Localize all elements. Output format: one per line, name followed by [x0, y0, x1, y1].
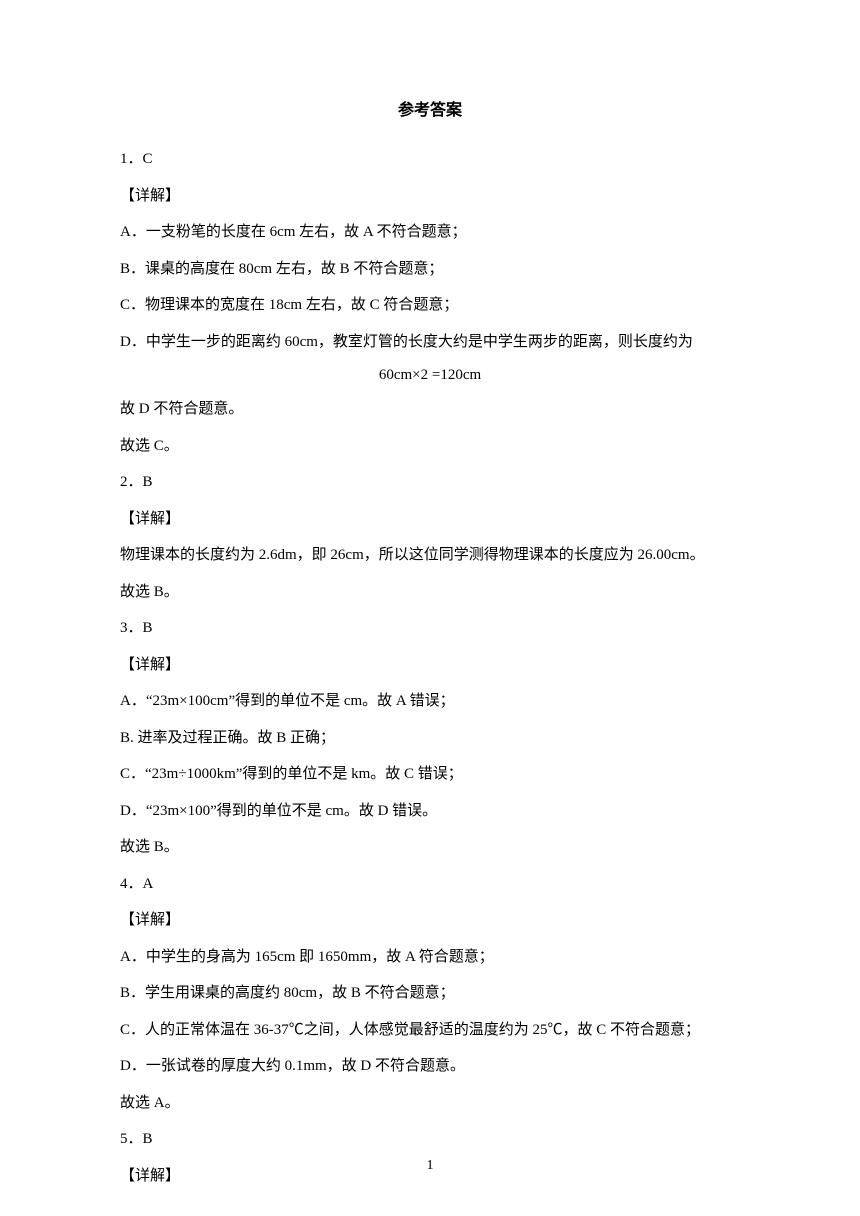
q1-conclusion: 故选 C。: [120, 435, 740, 458]
page-number: 1: [0, 1158, 860, 1174]
q1-option-a: A．一支粉笔的长度在 6cm 左右，故 A 不符合题意；: [120, 221, 740, 244]
q2-conclusion: 故选 B。: [120, 581, 740, 604]
q1-number: 1．C: [120, 148, 740, 171]
q4-conclusion: 故选 A。: [120, 1092, 740, 1115]
q3-option-c: C．“23m÷1000km”得到的单位不是 km。故 C 错误；: [120, 763, 740, 786]
page-title: 参考答案: [120, 96, 740, 120]
q3-number: 3．B: [120, 617, 740, 640]
q1-option-d: D．中学生一步的距离约 60cm，教室灯管的长度大约是中学生两步的距离，则长度约…: [120, 331, 740, 354]
q1-option-d-end: 故 D 不符合题意。: [120, 398, 740, 421]
q3-conclusion: 故选 B。: [120, 836, 740, 859]
q4-option-a: A．中学生的身高为 165cm 即 1650mm，故 A 符合题意；: [120, 946, 740, 969]
q3-option-d: D．“23m×100”得到的单位不是 cm。故 D 错误。: [120, 800, 740, 823]
q1-formula: 60cm×2 =120cm: [120, 367, 740, 384]
q1-detail-label: 【详解】: [120, 185, 740, 208]
q4-detail-label: 【详解】: [120, 909, 740, 932]
q2-detail-label: 【详解】: [120, 508, 740, 531]
q5-number: 5．B: [120, 1128, 740, 1151]
q3-option-a: A．“23m×100cm”得到的单位不是 cm。故 A 错误；: [120, 690, 740, 713]
q2-number: 2．B: [120, 471, 740, 494]
q1-option-b: B．课桌的高度在 80cm 左右，故 B 不符合题意；: [120, 258, 740, 281]
q4-option-b: B．学生用课桌的高度约 80cm，故 B 不符合题意；: [120, 982, 740, 1005]
q4-number: 4．A: [120, 873, 740, 896]
q3-detail-label: 【详解】: [120, 654, 740, 677]
q4-option-d: D．一张试卷的厚度大约 0.1mm，故 D 不符合题意。: [120, 1055, 740, 1078]
q4-option-c: C．人的正常体温在 36-37℃之间，人体感觉最舒适的温度约为 25℃，故 C …: [120, 1019, 740, 1042]
page: 参考答案 1．C 【详解】 A．一支粉笔的长度在 6cm 左右，故 A 不符合题…: [0, 0, 860, 1216]
q2-body: 物理课本的长度约为 2.6dm，即 26cm，所以这位同学测得物理课本的长度应为…: [120, 544, 740, 567]
q3-option-b: B. 进率及过程正确。故 B 正确；: [120, 727, 740, 750]
q1-option-c: C．物理课本的宽度在 18cm 左右，故 C 符合题意；: [120, 294, 740, 317]
